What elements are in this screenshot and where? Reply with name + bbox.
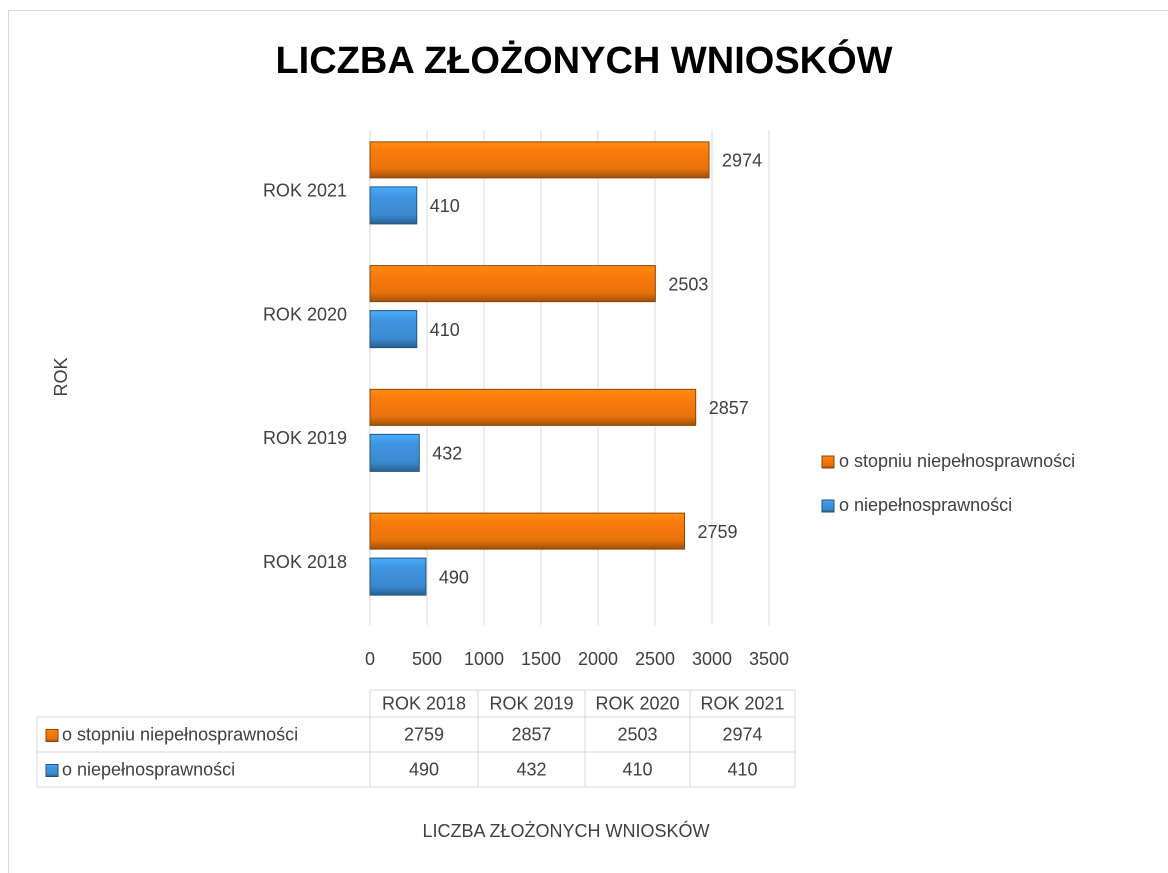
table-cell: 432 [516, 759, 546, 779]
data-label: 2857 [709, 398, 749, 418]
x-tick-label: 3500 [749, 649, 789, 669]
x-tick-label: 1500 [521, 649, 561, 669]
table-swatch [45, 729, 59, 742]
legend-swatch [821, 499, 835, 513]
x-axis-title: LICZBA ZŁOŻONYCH WNIOSKÓW [422, 820, 709, 841]
y-tick-label: ROK 2018 [263, 552, 347, 572]
table-cell: 2974 [722, 724, 762, 744]
y-tick-label: ROK 2020 [263, 304, 347, 324]
bar [369, 512, 686, 550]
data-label: 2759 [698, 522, 738, 542]
bar [369, 557, 427, 596]
y-tick-label: ROK 2021 [263, 181, 347, 201]
legend-label: o stopniu niepełnosprawności [839, 451, 1075, 471]
bar [369, 433, 420, 472]
y-axis-title: ROK [51, 357, 71, 396]
bar [369, 310, 418, 349]
bar [369, 141, 710, 179]
chart-border [8, 10, 1168, 873]
x-tick-label: 3000 [692, 649, 732, 669]
table-header: ROK 2021 [700, 693, 784, 713]
table-cell: 410 [727, 759, 757, 779]
data-label: 2503 [668, 274, 708, 294]
table-cell: 490 [409, 759, 439, 779]
x-tick-label: 1000 [464, 649, 504, 669]
table-row-label: o niepełnosprawności [62, 759, 235, 779]
x-tick-label: 0 [365, 649, 375, 669]
table-header: ROK 2018 [382, 693, 466, 713]
table-header: ROK 2019 [489, 693, 573, 713]
table-swatch [45, 764, 59, 777]
bar [369, 388, 697, 426]
table-cell: 2503 [617, 724, 657, 744]
table-header: ROK 2020 [595, 693, 679, 713]
data-label: 410 [430, 320, 460, 340]
table-cell: 410 [622, 759, 652, 779]
bar [369, 186, 418, 225]
table-cell: 2857 [511, 724, 551, 744]
x-tick-label: 2500 [635, 649, 675, 669]
x-tick-label: 2000 [578, 649, 618, 669]
table-row-label: o stopniu niepełnosprawności [62, 724, 298, 744]
chart-title: LICZBA ZŁOŻONYCH WNIOSKÓW [275, 38, 892, 82]
bar [369, 265, 656, 303]
data-label: 490 [439, 567, 469, 587]
legend-label: o niepełnosprawności [839, 495, 1012, 515]
legend-swatch [821, 455, 835, 469]
table-cell: 2759 [404, 724, 444, 744]
data-label: 432 [432, 444, 462, 464]
data-label: 410 [430, 196, 460, 216]
y-tick-label: ROK 2019 [263, 428, 347, 448]
x-tick-label: 500 [412, 649, 442, 669]
data-label: 2974 [722, 151, 762, 171]
